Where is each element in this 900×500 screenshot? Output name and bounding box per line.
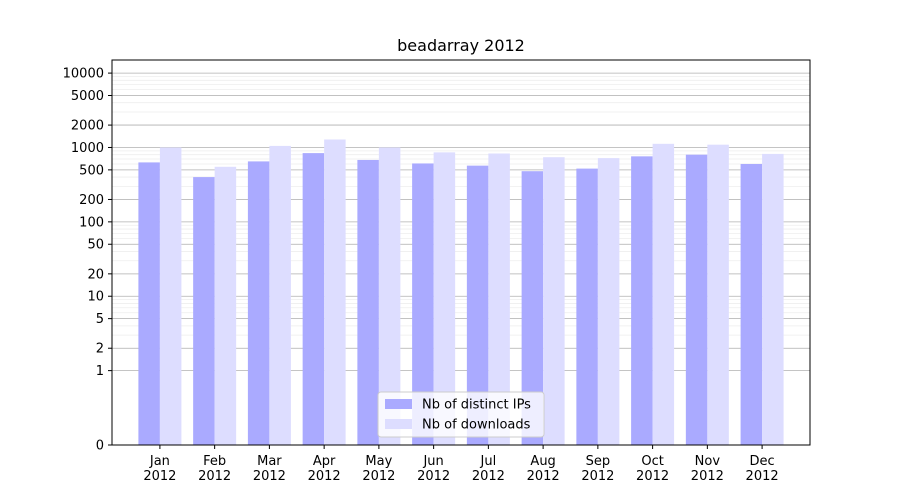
y-tick-label: 2000 xyxy=(71,119,104,134)
bar-distinct-ips xyxy=(193,177,215,445)
x-tick-label: Jul 2012 xyxy=(472,454,505,484)
bar-downloads xyxy=(214,166,237,445)
y-tick-label: 1000 xyxy=(71,141,104,156)
x-tick-label: May 2012 xyxy=(362,454,395,484)
x-tick-label: Feb 2012 xyxy=(198,454,231,484)
x-tick-label: Dec 2012 xyxy=(746,454,779,484)
x-tick-label: Sep 2012 xyxy=(581,454,614,484)
bar-downloads xyxy=(652,143,675,446)
bar-downloads xyxy=(159,147,182,445)
y-tick-label: 5 xyxy=(96,312,104,327)
bar-downloads xyxy=(324,139,346,445)
y-tick-label: 50 xyxy=(87,238,104,253)
legend-swatch xyxy=(385,399,412,409)
y-tick-label: 5000 xyxy=(71,89,104,104)
plot-frame xyxy=(111,59,811,446)
x-tick-label: Oct 2012 xyxy=(636,454,669,484)
bar-distinct-ips xyxy=(357,159,379,445)
bar-distinct-ips xyxy=(466,165,489,445)
bar-downloads xyxy=(433,152,456,446)
bar-distinct-ips xyxy=(685,154,708,445)
bar-distinct-ips xyxy=(740,163,763,445)
y-tick-label: 2 xyxy=(96,342,104,357)
y-tick-label: 500 xyxy=(79,163,104,178)
bars xyxy=(138,139,784,446)
legend-label: Nb of downloads xyxy=(422,418,531,433)
x-tick-label: Aug 2012 xyxy=(527,454,560,484)
legend-label: Nb of distinct IPs xyxy=(422,398,531,413)
bar-distinct-ips xyxy=(247,161,270,445)
bar-distinct-ips xyxy=(138,162,160,446)
x-tick-label: Nov 2012 xyxy=(691,454,724,484)
x-tick-label: Mar 2012 xyxy=(253,454,286,484)
bar-downloads xyxy=(488,153,510,446)
bar-downloads xyxy=(707,144,729,445)
bar-downloads xyxy=(378,147,401,445)
x-tick-label: Jun 2012 xyxy=(417,454,450,484)
y-tick-label: 10 xyxy=(87,290,104,305)
legend-swatch xyxy=(385,419,412,429)
bar-distinct-ips xyxy=(576,168,598,445)
bar-distinct-ips xyxy=(302,153,325,445)
y-tick-label: 10000 xyxy=(63,67,104,82)
x-axis-ticks: Jan 2012 Feb 2012 Mar 2012 Apr 2012 May 2012 Jun 20… xyxy=(143,445,779,484)
bar-downloads xyxy=(543,157,565,445)
y-tick-label: 0 xyxy=(96,439,104,454)
bar-downloads xyxy=(597,158,620,445)
bar-downloads xyxy=(269,145,291,445)
legend-box xyxy=(377,391,545,438)
legend: Nb of distinct IPs Nb of downloads xyxy=(377,391,545,438)
x-tick-label: Apr 2012 xyxy=(308,454,341,484)
y-axis-ticks: 0 1 2 5 10 20 50 100 200 500 1000 2000 5000 10000 xyxy=(63,67,112,454)
x-tick-label: Jan 2012 xyxy=(143,454,176,484)
y-tick-label: 1 xyxy=(96,364,104,379)
bar-distinct-ips xyxy=(631,156,653,446)
y-tick-label: 200 xyxy=(79,193,104,208)
bar-downloads xyxy=(762,153,784,445)
y-tick-label: 100 xyxy=(79,215,104,230)
chart-title: beadarray 2012 xyxy=(397,36,525,55)
bar-distinct-ips xyxy=(521,171,544,445)
y-tick-label: 20 xyxy=(87,267,104,282)
bar-distinct-ips xyxy=(412,163,434,445)
